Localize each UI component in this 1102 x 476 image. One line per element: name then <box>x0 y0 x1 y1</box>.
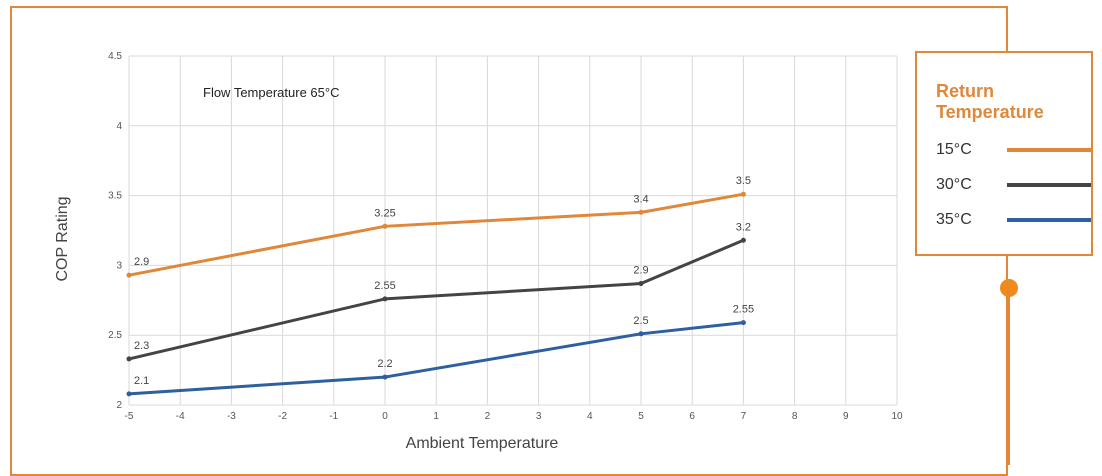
data-label: 2.55 <box>733 304 754 316</box>
y-tick-label: 2 <box>116 400 122 411</box>
data-label: 3.25 <box>374 207 395 219</box>
data-point <box>638 331 644 337</box>
x-tick-label: -5 <box>125 411 134 422</box>
x-tick-label: -3 <box>227 411 236 422</box>
legend-swatch <box>1007 183 1091 187</box>
data-point <box>126 272 132 278</box>
x-tick-label: 7 <box>741 411 747 422</box>
data-label: 2.9 <box>134 256 149 268</box>
data-label: 2.55 <box>374 280 395 292</box>
y-tick-label: 3 <box>116 260 122 271</box>
data-point <box>638 281 644 287</box>
series-line <box>128 192 744 277</box>
y-tick-label: 2.5 <box>108 330 122 341</box>
x-tick-label: 10 <box>891 411 903 422</box>
legend-label: 30°C <box>936 176 972 193</box>
data-point <box>740 237 746 243</box>
data-label: 2.9 <box>633 265 648 277</box>
legend-swatch <box>1007 218 1091 222</box>
series-line <box>128 238 744 361</box>
data-label: 3.4 <box>633 193 648 205</box>
y-tick-label: 3.5 <box>108 191 122 202</box>
x-tick-label: -1 <box>329 411 338 422</box>
data-point <box>382 223 388 229</box>
chart-plot: -5 -4 -3 -2 -1 0 1 2 3 4 5 6 7 8 9 10 2 2.5 3 3.5 4 4.5 Flow … <box>54 51 903 452</box>
series-line <box>128 321 744 396</box>
data-point <box>126 356 132 362</box>
x-tick-label: 0 <box>382 411 388 422</box>
connector-line <box>1007 290 1010 465</box>
x-tick-label: 6 <box>689 411 695 422</box>
data-label: 3.2 <box>736 221 751 233</box>
data-label: 2.2 <box>377 358 392 370</box>
data-label: 3.5 <box>736 175 751 187</box>
data-label: 2.1 <box>134 375 149 387</box>
y-tick-label: 4.5 <box>108 51 122 62</box>
data-label: 2.3 <box>134 340 149 352</box>
connector-dot-icon <box>1000 279 1018 297</box>
data-point <box>382 296 388 302</box>
data-label: 2.5 <box>633 315 648 327</box>
x-tick-label: 3 <box>536 411 542 422</box>
data-point <box>740 191 746 197</box>
data-labels: 2.9 3.25 3.4 3.5 2.3 2.55 2.9 3.2 2.1 2.2 2.5 2.55 <box>134 175 754 387</box>
x-tick-label: -2 <box>278 411 287 422</box>
x-tick-label: 1 <box>433 411 439 422</box>
x-tick-label: 5 <box>638 411 644 422</box>
tick-labels: -5 -4 -3 -2 -1 0 1 2 3 4 5 6 7 8 9 10 2 2.5 3 3.5 4 4.5 <box>108 51 903 422</box>
chart-series <box>126 191 746 397</box>
x-tick-label: 8 <box>792 411 798 422</box>
x-tick-label: 9 <box>843 411 849 422</box>
legend-title: Return Temperature <box>936 81 1044 122</box>
flow-temperature-annotation: Flow Temperature 65°C <box>203 85 339 100</box>
data-point <box>740 320 746 326</box>
x-tick-label: 2 <box>485 411 491 422</box>
data-point <box>126 391 132 397</box>
data-point <box>638 209 644 215</box>
y-tick-label: 4 <box>116 121 122 132</box>
y-axis-title: COP Rating <box>54 196 71 281</box>
legend-label: 15°C <box>936 141 972 158</box>
data-point <box>382 374 388 380</box>
legend: Return Temperature 15°C 30°C 35°C <box>915 51 1093 256</box>
legend-swatch <box>1007 148 1091 152</box>
legend-label: 35°C <box>936 211 972 228</box>
chart-grid <box>128 55 898 406</box>
chart-frame <box>10 6 1008 476</box>
x-axis-title: Ambient Temperature <box>406 435 559 452</box>
x-tick-label: 4 <box>587 411 593 422</box>
x-tick-label: -4 <box>176 411 185 422</box>
